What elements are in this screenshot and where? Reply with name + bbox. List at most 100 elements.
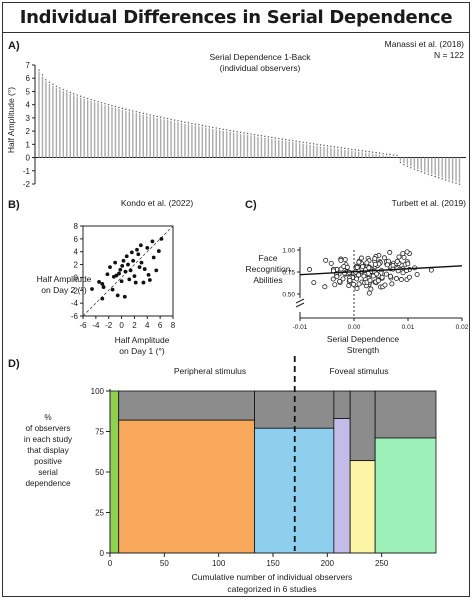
panel-b-x-tick-label: 6 xyxy=(158,321,163,330)
panel-a-error-cap xyxy=(180,120,183,123)
panel-c-point xyxy=(334,274,340,280)
panel-c-point xyxy=(356,259,362,265)
panel-b-point xyxy=(136,252,141,257)
panel-c-point xyxy=(367,277,373,283)
panel-a-error-cap xyxy=(219,127,221,130)
panel-a-error-cap xyxy=(135,111,138,113)
panel-a-error-cap xyxy=(278,137,280,140)
panel-a-plot: -2 -1 0 1 2 3 4 5 6 7 xyxy=(23,61,466,189)
panel-a-error-cap xyxy=(330,145,332,148)
panel-c-point xyxy=(384,262,390,268)
panel-a-error-cap xyxy=(361,150,363,152)
panel-a-error-cap xyxy=(344,147,346,150)
panel-a-error-cap xyxy=(326,145,329,147)
panel-a-error-cap xyxy=(420,171,422,173)
panel-a-error-cap xyxy=(107,104,110,106)
panel-b-point xyxy=(100,296,105,301)
panel-a-error-cap xyxy=(187,122,190,124)
panel-a-ylabel: Half Amplitude (°) xyxy=(6,87,16,153)
panel-c-point xyxy=(361,273,367,279)
panel-c-plot: -0.01 0.00 0.01 0.02 0.50 0.75 1.00 xyxy=(282,247,469,331)
panel-a-error-cap xyxy=(434,175,436,178)
panel-a-error-cap xyxy=(38,69,40,71)
panel-a-error-cap xyxy=(152,115,155,117)
panel-c-point xyxy=(332,282,338,288)
panel-d-bar-remainder xyxy=(349,390,376,462)
panel-a-error-cap xyxy=(458,183,461,185)
panel-b-point xyxy=(154,268,159,273)
panel-b-point xyxy=(151,255,156,260)
panel-a-error-cap xyxy=(80,95,82,97)
panel-c-point xyxy=(306,267,312,273)
panel-a-y-tick-label: 0 xyxy=(26,154,31,163)
panel-a-y-tick-label: 5 xyxy=(26,87,31,96)
panel-b-y-tick-label: 8 xyxy=(74,222,79,231)
panel-c-point xyxy=(330,276,336,282)
panel-a-error-cap xyxy=(170,118,172,121)
panel-a-error-cap xyxy=(323,144,325,147)
panel-c-point xyxy=(328,260,334,266)
panel-a-error-cap xyxy=(90,98,92,101)
panel-c-point xyxy=(351,281,357,287)
panel-c-xlabel-line2: Strength xyxy=(347,345,379,355)
panel-a-y-tick-label: 6 xyxy=(26,74,31,83)
panel-b-point xyxy=(133,280,138,285)
panel-b-x-tick-label: 2 xyxy=(132,321,137,330)
panel-b-point xyxy=(117,271,121,276)
panel-b-x-tick-label: 4 xyxy=(145,321,150,330)
panel-d-bar-remainder xyxy=(118,390,255,421)
panel-c-trend-line xyxy=(299,265,463,276)
panel-a-error-cap xyxy=(264,135,266,138)
panel-c-ylabel-line3: Abilities xyxy=(253,275,282,285)
panel-a-error-cap xyxy=(378,152,381,154)
panel-d-label: D) xyxy=(8,358,20,370)
panel-b-point xyxy=(138,243,143,248)
panel-a-error-cap xyxy=(364,150,367,152)
panel-c-citation: Turbett et al. (2019) xyxy=(392,198,467,208)
panel-a-error-cap xyxy=(232,130,235,132)
panel-a-error-cap xyxy=(201,124,204,127)
panel-b-y-tick-label: 4 xyxy=(74,248,79,257)
panel-d-ylabel-line3: in each study xyxy=(24,435,73,444)
panel-a-error-cap xyxy=(149,114,151,116)
panel-c-point xyxy=(414,271,420,277)
panel-a-error-cap xyxy=(406,165,409,167)
panel-a-error-cap xyxy=(246,132,249,135)
panel-a-error-cap xyxy=(111,104,113,107)
panel-a-error-cap xyxy=(319,144,322,146)
panel-a-error-cap xyxy=(212,126,214,129)
panel-b-point xyxy=(100,281,105,286)
panel-c-point xyxy=(323,257,329,263)
panel-d-bar-remainder xyxy=(333,390,351,419)
panel-a-error-cap xyxy=(441,178,443,180)
panel-c-point xyxy=(340,276,346,282)
panel-c-point xyxy=(356,272,362,278)
panel-a-error-cap xyxy=(250,133,252,135)
panel-a-error-cap xyxy=(132,110,134,112)
panel-a-error-cap xyxy=(229,129,231,132)
panel-a-error-cap xyxy=(93,100,96,102)
panel-a-y-tick-label: 7 xyxy=(26,61,31,70)
panel-b-ylabel-line2: on Day 2 (°) xyxy=(41,285,87,295)
panel-a-error-cap xyxy=(55,85,58,87)
panel-d-bar xyxy=(333,418,351,554)
panel-c-point xyxy=(374,271,380,277)
panel-a-y-tick-label: -1 xyxy=(23,167,31,176)
panel-a-error-cap xyxy=(427,173,429,175)
panel-b-point xyxy=(135,247,139,252)
panel-c-x-tick-label: 0.00 xyxy=(348,324,361,331)
panel-a-error-cap xyxy=(285,138,287,141)
panel-a-y-tick-label: 4 xyxy=(26,101,31,110)
panel-b-point xyxy=(142,267,147,271)
panel-a-error-cap xyxy=(76,94,78,96)
panel-a-error-cap xyxy=(52,83,54,86)
panel-b-point xyxy=(145,245,150,250)
panel-b-xlabel-line2: on Day 1 (°) xyxy=(119,346,165,356)
panel-a-error-cap xyxy=(358,149,360,151)
panel-b-point xyxy=(122,294,127,299)
panel-c-point xyxy=(366,290,372,296)
panel-a-error-cap xyxy=(100,102,103,104)
panel-b-y-tick-label: 6 xyxy=(74,235,79,244)
panel-b-point xyxy=(123,269,128,274)
panel-b-point xyxy=(118,267,123,272)
